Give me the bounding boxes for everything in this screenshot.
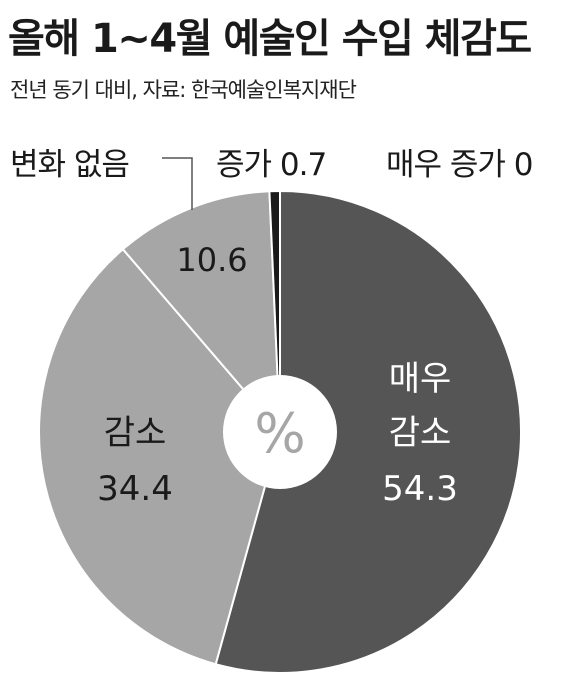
slice-label-big-decrease-line2: 감소 — [389, 413, 452, 453]
label-big-increase: 매우 증가 0 — [386, 147, 534, 183]
label-increase: 증가 0.7 — [216, 147, 327, 183]
center-hole — [223, 375, 337, 489]
slice-label-big-decrease-line1: 매우 — [389, 359, 452, 399]
slice-value-big-decrease: 54.3 — [382, 469, 458, 509]
slice-value-decrease: 34.4 — [97, 469, 173, 509]
leader-line — [162, 157, 193, 210]
pie-slice-1 — [214, 189, 522, 674]
slice-label-decrease: 감소 — [104, 413, 167, 453]
pie-slice-4 — [268, 189, 281, 433]
pie-slice-2 — [38, 247, 282, 666]
label-no-change: 변화 없음 — [10, 147, 130, 183]
chart-subtitle: 전년 동기 대비, 자료: 한국예술인복지재단 — [10, 78, 357, 102]
chart-title: 올해 1~4월 예술인 수입 체감도 — [8, 16, 532, 62]
slice-value-no-change: 10.6 — [176, 241, 247, 279]
center-percent-label: % — [254, 402, 305, 465]
